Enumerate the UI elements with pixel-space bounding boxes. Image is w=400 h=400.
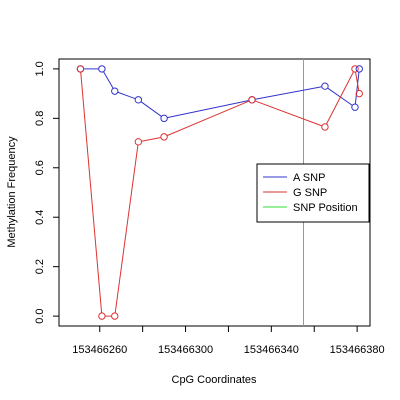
legend-box — [256, 163, 370, 223]
x-tick-label: 153466380 — [330, 344, 385, 356]
legend-label-a-snp: A SNP — [293, 172, 325, 184]
g-snp-segment — [80, 72, 103, 313]
g-snp-point — [134, 138, 143, 146]
g-snp-point — [351, 65, 359, 73]
y-tick-label: 0.2 — [34, 259, 46, 274]
legend: A SNP G SNP SNP Position — [256, 163, 370, 223]
a-snp-segment — [354, 72, 360, 105]
g-snp-series — [76, 65, 363, 320]
a-snp-point — [355, 65, 363, 73]
a-snp-point — [160, 114, 168, 123]
a-snp-segment — [167, 99, 250, 119]
g-snp-point — [321, 123, 329, 131]
y-tick-label: 0.4 — [34, 210, 46, 225]
g-snp-segment — [141, 136, 162, 142]
x-tick-label: 153466260 — [72, 344, 127, 356]
a-snp-point — [134, 96, 143, 104]
a-snp-segment — [117, 91, 136, 100]
x-tick-label: 153466300 — [158, 344, 213, 356]
y-tick-label: 0.0 — [34, 308, 46, 323]
legend-label-g-snp: G SNP — [293, 187, 327, 199]
y-axis-label: Methylation Frequency — [6, 136, 18, 248]
a-snp-segment — [327, 87, 353, 106]
g-snp-point — [76, 65, 85, 73]
series-layer — [76, 59, 363, 326]
g-snp-point — [111, 312, 119, 320]
legend-label-snp-position: SNP Position — [293, 202, 358, 214]
a-snp-segment — [140, 101, 162, 117]
g-snp-point — [160, 133, 168, 141]
g-snp-point — [248, 96, 256, 104]
g-snp-segment — [355, 71, 360, 91]
a-snp-segment — [103, 71, 114, 89]
g-snp-point — [98, 312, 106, 320]
plot-frame — [58, 58, 371, 327]
g-snp-point — [355, 89, 363, 98]
x-axis-label: CpG Coordinates — [172, 374, 257, 386]
y-tick-label: 1.0 — [34, 61, 46, 76]
g-snp-segment — [166, 100, 250, 137]
x-tick-label: 153466340 — [244, 344, 299, 356]
axis-layer: 153466260 153466300 153466340 153466380 0.0 0… — [34, 61, 385, 356]
g-snp-segment — [325, 71, 354, 125]
y-tick-label: 0.8 — [34, 111, 46, 126]
g-snp-segment — [114, 144, 139, 314]
a-snp-point — [351, 103, 359, 111]
y-tick-label: 0.6 — [34, 160, 46, 175]
a-snp-point — [111, 87, 119, 95]
a-snp-segment — [255, 86, 322, 100]
g-snp-segment — [254, 100, 323, 127]
a-snp-point — [98, 65, 106, 73]
a-snp-point — [321, 82, 329, 90]
